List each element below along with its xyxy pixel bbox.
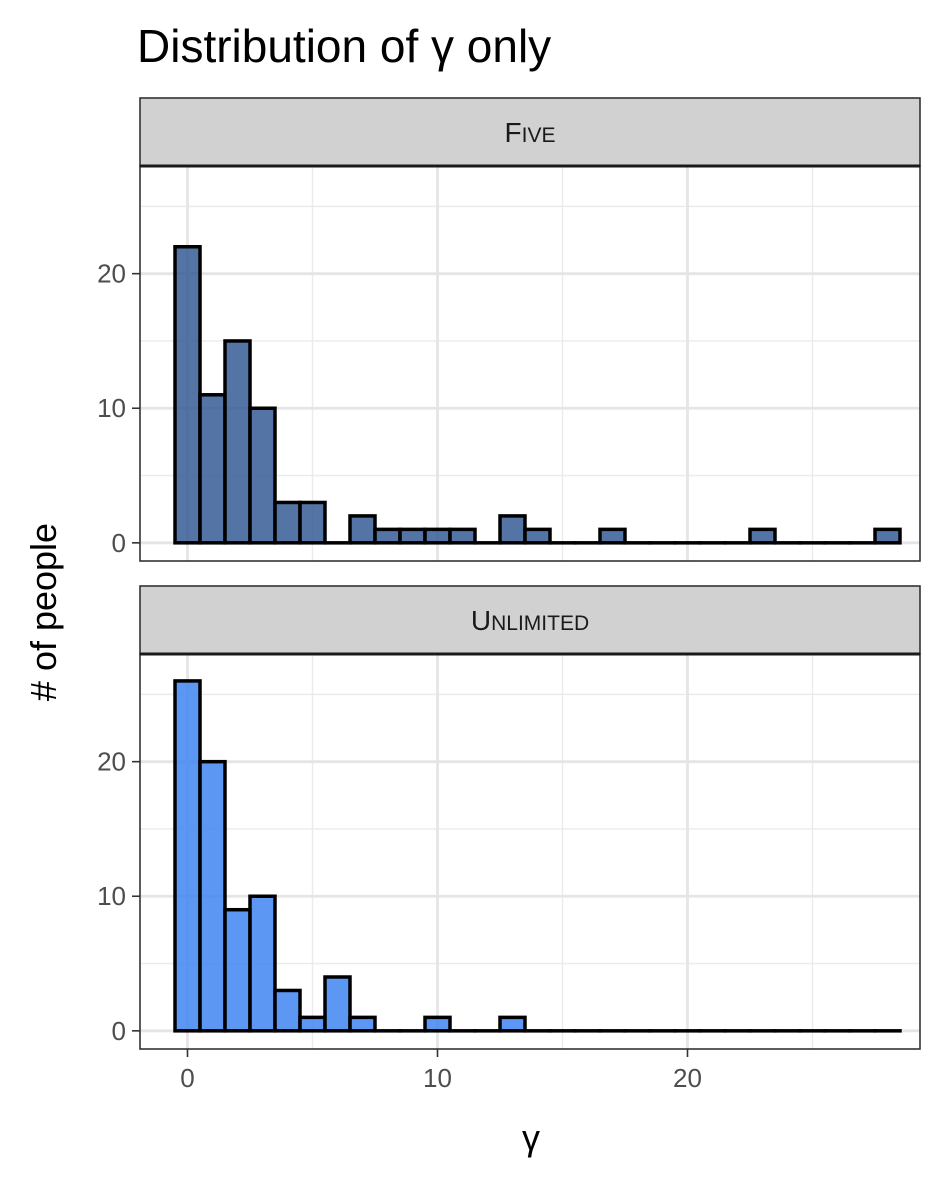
histogram-bar xyxy=(748,527,777,545)
strip-background xyxy=(139,585,921,655)
histogram-bar xyxy=(173,244,202,545)
histogram-bar xyxy=(273,988,302,1033)
y-tick-label: 20 xyxy=(97,259,126,289)
y-tick-label: 10 xyxy=(97,393,126,423)
chart-title: Distribution of γ only xyxy=(137,20,551,72)
strip-label-unlimited: UNLIMITED xyxy=(471,605,589,636)
histogram-bar xyxy=(448,527,477,545)
panel-unlimited: UNLIMITED 0 10 20 xyxy=(97,585,921,1050)
histogram-bar xyxy=(298,500,327,545)
strip-label-five: FIVE xyxy=(505,117,556,148)
histogram-bar xyxy=(323,975,352,1033)
x-tick-label: 0 xyxy=(180,1063,194,1093)
y-tick-label: 10 xyxy=(97,881,126,911)
histogram-bar xyxy=(348,514,377,545)
histogram-bar xyxy=(223,339,252,545)
histogram-bar xyxy=(523,527,552,545)
panel-five: FIVE 0 10 20 xyxy=(97,97,921,562)
histogram-bar xyxy=(248,894,277,1033)
histogram-bar xyxy=(173,679,202,1033)
histogram-bar xyxy=(423,527,452,545)
strip-background xyxy=(139,97,921,167)
histogram-bar xyxy=(223,907,252,1033)
x-axis-title: γ xyxy=(522,1117,540,1158)
histogram-bar xyxy=(598,527,627,545)
histogram-bar xyxy=(273,500,302,545)
histogram-bar xyxy=(248,406,277,545)
histogram-bar xyxy=(498,514,527,545)
histogram-bar xyxy=(398,527,427,545)
histogram-bar xyxy=(873,527,902,545)
histogram-bar xyxy=(348,1015,377,1033)
x-axis: 0 10 20 xyxy=(180,1049,702,1093)
y-tick-label: 0 xyxy=(112,1016,126,1046)
histogram-bar xyxy=(373,527,402,545)
histogram-bar xyxy=(298,1015,327,1033)
histogram-bar xyxy=(423,1015,452,1033)
histogram-bar xyxy=(198,393,227,545)
y-tick-label: 0 xyxy=(112,528,126,558)
y-tick-label: 20 xyxy=(97,747,126,777)
x-tick-label: 20 xyxy=(673,1063,702,1093)
histogram-bar xyxy=(498,1015,527,1033)
y-axis-title: # of people xyxy=(23,523,64,701)
x-tick-label: 10 xyxy=(423,1063,452,1093)
panels: FIVE 0 10 20 UNLIMITED 0 10 20 xyxy=(97,97,921,1050)
histogram-bar xyxy=(198,759,227,1033)
